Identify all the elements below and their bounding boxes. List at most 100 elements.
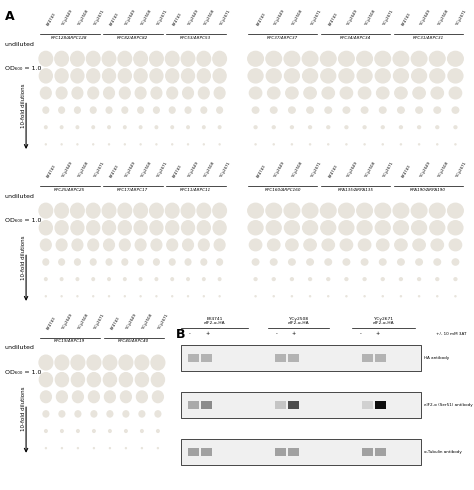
Circle shape [255, 144, 256, 145]
Circle shape [213, 51, 227, 66]
Text: RPC11/ΔRPC11: RPC11/ΔRPC11 [180, 188, 211, 192]
Text: BY4743: BY4743 [110, 315, 121, 330]
Circle shape [455, 144, 456, 145]
Circle shape [271, 107, 277, 113]
Circle shape [151, 355, 165, 370]
Circle shape [363, 278, 366, 280]
Bar [181, 439, 421, 465]
Text: YCy2671: YCy2671 [310, 161, 322, 178]
Circle shape [156, 296, 157, 297]
Circle shape [103, 372, 117, 387]
Circle shape [418, 278, 420, 280]
Circle shape [60, 126, 63, 128]
Circle shape [72, 239, 83, 251]
Circle shape [39, 372, 53, 387]
Circle shape [150, 220, 163, 235]
Text: YCy2649: YCy2649 [274, 9, 286, 26]
Text: YCy2671: YCy2671 [156, 161, 168, 178]
Circle shape [167, 87, 178, 99]
Circle shape [171, 278, 173, 280]
Circle shape [104, 391, 115, 403]
Text: YCy2649: YCy2649 [188, 9, 200, 26]
Text: YCy2508: YCy2508 [437, 9, 449, 26]
Circle shape [77, 430, 79, 432]
Circle shape [449, 87, 462, 99]
Circle shape [291, 278, 293, 280]
Bar [181, 392, 421, 418]
Circle shape [325, 259, 331, 265]
Bar [375, 354, 386, 362]
Text: BY4743: BY4743 [109, 11, 120, 26]
Circle shape [106, 259, 112, 265]
Circle shape [302, 203, 318, 218]
Circle shape [447, 51, 463, 66]
Text: RPC53/ΔRPC53: RPC53/ΔRPC53 [180, 36, 211, 40]
Circle shape [140, 296, 141, 297]
Circle shape [357, 51, 373, 66]
Text: -: - [360, 331, 361, 337]
Text: BY4743: BY4743 [255, 163, 266, 178]
Text: YCy2649: YCy2649 [346, 161, 358, 178]
Circle shape [151, 239, 162, 251]
Circle shape [307, 259, 313, 265]
Text: YCy2508: YCy2508 [77, 9, 90, 26]
Circle shape [213, 69, 226, 83]
Text: BY4741
elF2-α-HA: BY4741 elF2-α-HA [204, 317, 225, 325]
Circle shape [346, 144, 347, 145]
Circle shape [104, 87, 114, 99]
Circle shape [248, 69, 263, 83]
Text: YCy2671: YCy2671 [456, 9, 467, 26]
Circle shape [219, 278, 221, 280]
Circle shape [134, 203, 147, 218]
Text: undiluted: undiluted [5, 345, 35, 350]
Circle shape [346, 296, 347, 297]
Circle shape [395, 239, 407, 251]
Circle shape [454, 126, 457, 128]
Circle shape [74, 259, 80, 265]
Text: YCy2508: YCy2508 [292, 9, 304, 26]
Text: YCy2649: YCy2649 [62, 313, 74, 330]
Text: 10-fold dilutions: 10-fold dilutions [21, 83, 26, 127]
Text: YCy2649: YCy2649 [419, 9, 431, 26]
Circle shape [61, 296, 62, 297]
Circle shape [429, 203, 445, 218]
Circle shape [454, 278, 457, 280]
Circle shape [328, 144, 329, 145]
Circle shape [393, 69, 409, 83]
Circle shape [201, 107, 207, 113]
Circle shape [166, 220, 179, 235]
Bar [181, 345, 421, 371]
Circle shape [77, 296, 78, 297]
Circle shape [55, 69, 68, 83]
Circle shape [134, 220, 147, 235]
Circle shape [88, 87, 99, 99]
Circle shape [455, 296, 456, 297]
Text: BY4743: BY4743 [46, 163, 57, 178]
Text: +: + [205, 331, 209, 337]
Text: BY4743: BY4743 [172, 11, 183, 26]
Circle shape [124, 144, 125, 145]
Text: YCy2508: YCy2508 [292, 161, 304, 178]
Circle shape [136, 372, 148, 387]
Circle shape [118, 51, 132, 66]
Circle shape [219, 296, 220, 297]
Circle shape [141, 430, 143, 432]
Circle shape [202, 278, 205, 280]
Circle shape [118, 69, 131, 83]
Circle shape [416, 107, 422, 113]
Circle shape [255, 296, 256, 297]
Text: YCy2671: YCy2671 [383, 161, 395, 178]
Circle shape [92, 430, 95, 432]
Circle shape [135, 87, 146, 99]
Circle shape [375, 203, 391, 218]
Circle shape [45, 430, 47, 432]
Circle shape [138, 259, 144, 265]
Circle shape [166, 69, 179, 83]
Circle shape [302, 51, 318, 66]
Circle shape [87, 69, 100, 83]
Circle shape [123, 411, 129, 417]
Circle shape [213, 203, 227, 218]
Text: BY4743: BY4743 [46, 11, 57, 26]
Bar [288, 448, 299, 456]
Circle shape [272, 126, 275, 128]
